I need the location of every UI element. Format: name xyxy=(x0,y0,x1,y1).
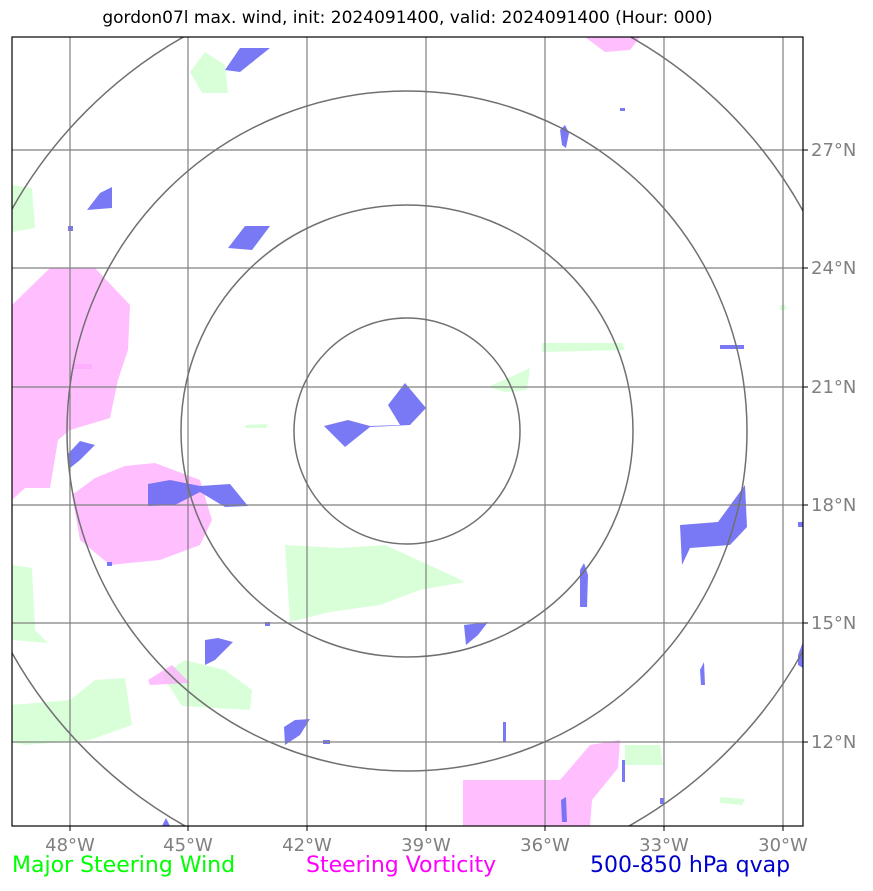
qvap-area xyxy=(660,798,664,804)
qvap-area xyxy=(162,818,170,826)
lon-label: 33°W xyxy=(639,835,689,856)
vorticity-area xyxy=(148,665,190,685)
steering-wind-areas xyxy=(12,52,786,805)
tick-marks xyxy=(69,149,808,831)
qvap-area xyxy=(700,662,705,685)
legend-steering-wind: Major Steering Wind xyxy=(12,853,236,878)
latitude-labels: 27°N 24°N 21°N 18°N 15°N 12°N xyxy=(811,140,856,753)
qvap-area xyxy=(561,797,567,822)
lon-label: 39°W xyxy=(401,835,451,856)
wind-area xyxy=(625,745,663,765)
lat-label: 15°N xyxy=(811,613,856,634)
qvap-area xyxy=(228,226,270,250)
lon-label: 30°W xyxy=(758,835,808,856)
legend-steering-vorticity: Steering Vorticity xyxy=(306,853,497,878)
qvap-area xyxy=(620,108,625,111)
lon-label: 48°W xyxy=(45,835,95,856)
wind-area xyxy=(542,343,625,352)
wind-area xyxy=(162,660,252,710)
qvap-area xyxy=(107,562,112,566)
wind-area xyxy=(245,424,268,428)
lat-label: 27°N xyxy=(811,140,856,161)
qvap-area xyxy=(87,187,112,210)
qvap-area xyxy=(580,563,588,607)
vorticity-area xyxy=(72,364,92,369)
qvap-area xyxy=(464,622,488,645)
lat-label: 12°N xyxy=(811,732,856,753)
lon-label: 42°W xyxy=(282,835,332,856)
range-ring xyxy=(180,204,634,658)
lat-label: 18°N xyxy=(811,495,856,516)
range-ring xyxy=(12,37,803,826)
qvap-area xyxy=(284,719,310,745)
wind-area xyxy=(488,368,530,392)
wind-area xyxy=(12,565,48,643)
qvap-area xyxy=(225,48,270,72)
legend-qvap: 500-850 hPa qvap xyxy=(590,853,791,878)
lon-label: 45°W xyxy=(163,835,213,856)
vorticity-area xyxy=(12,268,130,500)
wind-area xyxy=(12,185,35,232)
longitude-labels: 48°W 45°W 42°W 39°W 36°W 33°W 30°W xyxy=(45,835,808,856)
lon-label: 36°W xyxy=(520,835,570,856)
wind-area xyxy=(12,678,132,745)
qvap-area xyxy=(680,485,747,565)
vorticity-area xyxy=(585,37,640,52)
vorticity-area xyxy=(72,463,212,565)
range-ring xyxy=(66,90,748,772)
grid-lines xyxy=(12,37,803,826)
qvap-area xyxy=(324,383,426,447)
qvap-area xyxy=(503,722,506,742)
range-rings xyxy=(12,37,803,826)
range-ring xyxy=(293,317,521,545)
wind-area xyxy=(190,52,228,93)
qvap-area xyxy=(622,760,625,782)
plot-frame xyxy=(11,36,804,827)
qvap-area xyxy=(205,638,233,665)
lat-label: 24°N xyxy=(811,258,856,279)
qvap-area xyxy=(720,345,744,349)
vorticity-area xyxy=(463,740,620,826)
qvap-area xyxy=(67,441,95,468)
wind-area xyxy=(285,545,465,622)
wind-area xyxy=(720,797,745,805)
qvap-area xyxy=(798,522,803,527)
steering-vorticity-areas xyxy=(12,37,640,826)
qvap-area xyxy=(148,480,248,507)
qvap-areas xyxy=(67,48,803,826)
lat-label: 21°N xyxy=(811,377,856,398)
map-title: gordon07l max. wind, init: 2024091400, v… xyxy=(102,8,713,28)
